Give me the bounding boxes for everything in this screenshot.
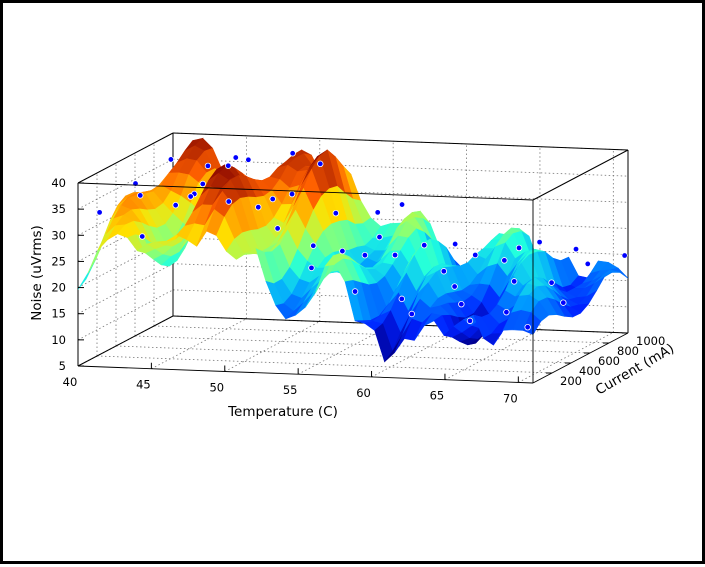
sample-point	[351, 288, 359, 295]
box-edge	[77, 315, 174, 367]
grid-line	[444, 329, 541, 381]
z-tick-label: 35	[51, 202, 66, 216]
sample-point	[560, 299, 567, 306]
z-axis-label: Noise (uVrms)	[29, 225, 45, 321]
z-tick-label: 10	[51, 333, 66, 347]
x-tick-label: 40	[63, 375, 78, 389]
grid-line	[518, 332, 614, 383]
box-edge	[532, 332, 629, 384]
sample-point	[472, 251, 479, 259]
z-tick-label: 15	[51, 307, 66, 321]
sample-point	[317, 160, 324, 168]
y-tick-label: 400	[579, 364, 601, 378]
z-tick-label: 40	[51, 176, 66, 190]
sample-point	[451, 283, 458, 290]
y-tick-label: 800	[617, 344, 639, 358]
z-tick-label: 5	[59, 359, 66, 373]
box-edge	[77, 132, 174, 184]
sample-point	[204, 162, 212, 170]
sample-point	[332, 209, 340, 217]
sample-point	[374, 209, 381, 216]
grid-line	[151, 318, 247, 370]
sample-point	[510, 278, 518, 285]
sample-point	[225, 162, 232, 169]
sample-point	[398, 295, 405, 303]
x-tick-label: 45	[136, 378, 151, 392]
sample-point	[361, 251, 369, 259]
sample-point	[187, 193, 194, 200]
x-axis-label: Temperature (C)	[227, 404, 338, 420]
sample-point	[225, 198, 232, 205]
sample-point	[137, 192, 144, 199]
grid-line	[224, 321, 320, 372]
sample-point	[172, 201, 179, 209]
x-tick-label: 70	[503, 391, 518, 405]
sample-point	[376, 233, 383, 241]
grid-line	[115, 345, 572, 364]
sample-point	[310, 242, 317, 249]
box-edge	[77, 365, 534, 384]
y-tick-label: 600	[598, 354, 620, 368]
sample-point	[503, 308, 510, 316]
sample-point	[288, 190, 296, 198]
noise-surface	[77, 137, 629, 363]
sample-point	[274, 225, 281, 232]
grid-line	[77, 263, 174, 315]
x-tick-label: 55	[283, 383, 298, 397]
sample-point	[139, 233, 146, 240]
box-edge	[532, 149, 629, 201]
sample-point	[199, 180, 206, 188]
sample-point	[584, 260, 591, 268]
sample-points	[96, 150, 628, 331]
box-edge	[77, 182, 534, 201]
sample-point	[572, 245, 580, 253]
x-tick-label: 65	[430, 389, 445, 403]
sample-point	[255, 203, 262, 211]
x-tick-label: 60	[356, 386, 371, 400]
sample-point	[167, 156, 175, 163]
sample-point	[536, 238, 543, 246]
x-tick-label: 50	[209, 380, 224, 394]
z-tick-label: 20	[51, 281, 66, 295]
sample-point	[408, 310, 415, 318]
grid-line	[77, 158, 174, 210]
grid-line	[77, 289, 174, 341]
sample-point	[501, 257, 508, 264]
sample-point	[96, 209, 103, 216]
sample-point	[451, 240, 459, 248]
sample-point	[398, 201, 406, 208]
z-tick-label: 30	[51, 228, 66, 242]
surface-patch	[610, 267, 629, 279]
sample-point	[621, 252, 628, 259]
sample-point	[515, 244, 523, 252]
sample-point	[421, 241, 428, 249]
sample-point	[466, 317, 474, 325]
sample-point	[308, 264, 315, 272]
y-tick-label: 1000	[636, 334, 665, 348]
box-edge	[172, 132, 629, 151]
sample-point	[391, 251, 399, 259]
sample-point	[289, 150, 296, 157]
grid-line	[96, 355, 553, 374]
front-box-edges	[77, 182, 629, 384]
sample-point	[548, 279, 555, 286]
sample-point	[524, 323, 531, 331]
z-tick-label: 25	[51, 254, 66, 268]
sample-point	[245, 156, 252, 163]
sample-point	[269, 195, 276, 203]
y-tick-label: 200	[560, 374, 582, 388]
sample-point	[339, 247, 346, 255]
sample-point	[440, 268, 448, 275]
sample-point	[458, 300, 465, 308]
sample-point	[232, 154, 239, 161]
grid-line	[134, 335, 591, 354]
